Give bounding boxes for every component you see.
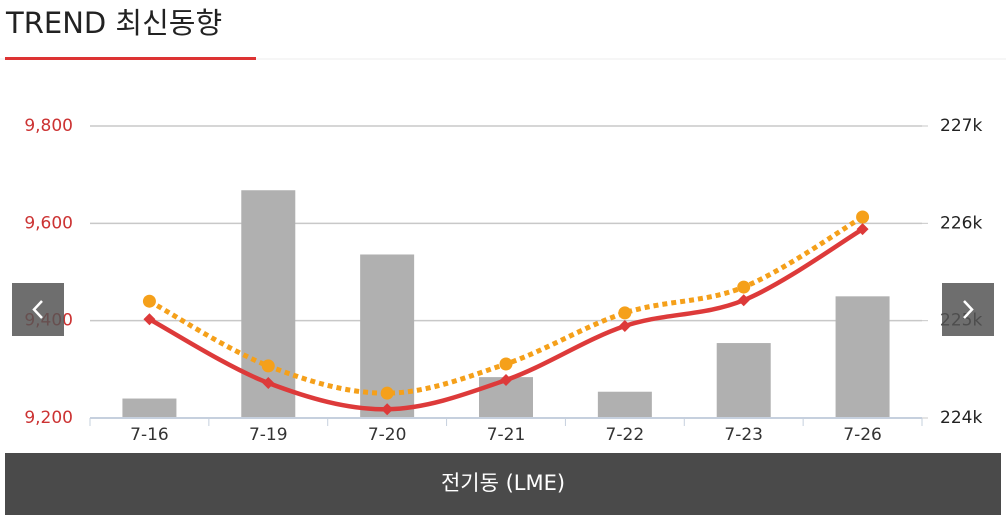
y-tick-label: 9,800 bbox=[24, 116, 73, 136]
y2-tick-label: 226k bbox=[940, 213, 982, 233]
point bbox=[856, 223, 869, 236]
x-tick-label: 7-21 bbox=[487, 425, 526, 445]
x-tick-label: 7-23 bbox=[724, 425, 763, 445]
bar bbox=[122, 398, 177, 418]
caption-bar bbox=[5, 453, 1001, 515]
next-button[interactable] bbox=[942, 283, 994, 336]
bar bbox=[835, 296, 890, 418]
y-tick-label: 9,600 bbox=[24, 213, 73, 233]
chart-caption: 전기동 (LME) bbox=[441, 471, 565, 495]
next-icon bbox=[963, 300, 974, 319]
point bbox=[381, 403, 394, 416]
x-tick-label: 7-20 bbox=[368, 425, 407, 445]
prev-button[interactable] bbox=[12, 283, 64, 336]
point bbox=[142, 294, 156, 308]
point bbox=[380, 386, 394, 400]
point bbox=[143, 313, 156, 326]
point bbox=[262, 376, 275, 389]
bar bbox=[597, 391, 652, 418]
x-tick-label: 7-26 bbox=[843, 425, 882, 445]
bar bbox=[716, 343, 771, 418]
point bbox=[737, 294, 750, 307]
y2-tick-label: 227k bbox=[940, 116, 982, 136]
prev-icon bbox=[32, 300, 43, 319]
point bbox=[618, 306, 632, 320]
x-tick-label: 7-16 bbox=[130, 425, 169, 445]
point bbox=[261, 359, 275, 373]
title-underline bbox=[5, 57, 256, 60]
plot-area: 9,2009,4009,6009,800224k225k226k227k7-16… bbox=[24, 116, 982, 445]
x-tick-label: 7-22 bbox=[606, 425, 645, 445]
point bbox=[856, 210, 870, 224]
x-tick-label: 7-19 bbox=[249, 425, 288, 445]
y2-tick-label: 224k bbox=[940, 408, 982, 428]
y-tick-label: 9,200 bbox=[24, 408, 73, 428]
page-title: TREND 최신동향 bbox=[5, 6, 222, 40]
point bbox=[618, 320, 631, 333]
point bbox=[737, 280, 751, 294]
point bbox=[499, 357, 513, 371]
point bbox=[500, 374, 512, 387]
